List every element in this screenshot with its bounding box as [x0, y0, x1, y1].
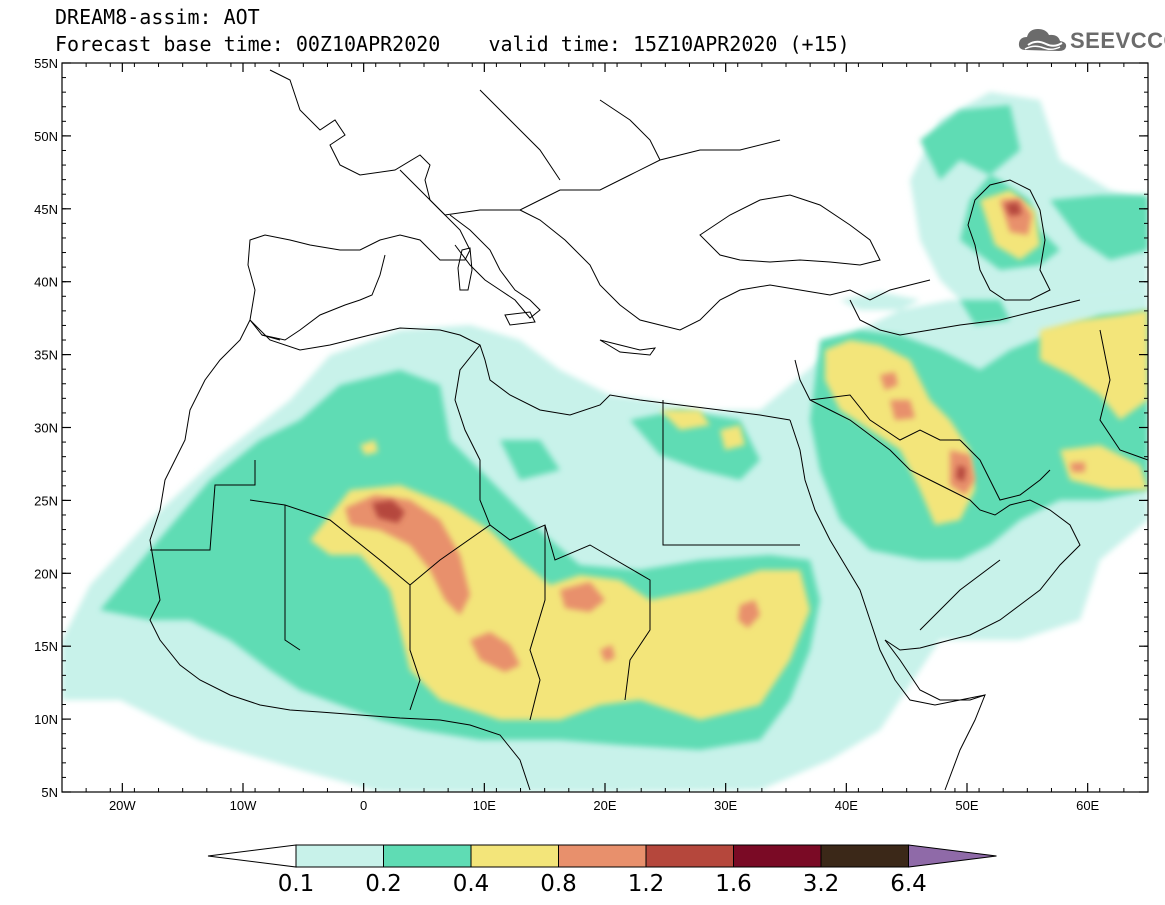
lat-tick-label: 50N — [34, 129, 58, 144]
colorbar-label: 0.8 — [540, 871, 577, 897]
lon-tick-label: 60E — [1076, 798, 1099, 813]
lat-tick-label: 25N — [34, 493, 58, 508]
colorbar-label: 0.2 — [365, 871, 402, 897]
forecast-time-line: Forecast base time: 00Z10APR2020 valid t… — [55, 32, 850, 56]
lat-tick-label: 35N — [34, 348, 58, 363]
lon-tick-label: 20E — [593, 798, 616, 813]
colorbar-label: 1.2 — [628, 871, 665, 897]
colorbar-upper-extend — [908, 844, 997, 868]
lon-tick-label: 50E — [955, 798, 978, 813]
lon-tick-label: 10W — [230, 798, 257, 813]
colorbar-segment — [558, 844, 647, 868]
colorbar-segment — [383, 844, 472, 868]
lat-tick-label: 5N — [41, 785, 58, 800]
lat-tick-label: 20N — [34, 566, 58, 581]
lon-tick-label: 30E — [714, 798, 737, 813]
lon-tick-label: 0 — [360, 798, 367, 813]
lat-tick-label: 10N — [34, 712, 58, 727]
colorbar-label: 1.6 — [715, 871, 752, 897]
aot-field — [62, 92, 1148, 792]
colorbar: 0.1 0.2 0.4 0.8 1.2 1.6 3.2 6.4 — [207, 844, 997, 897]
seevccc-logo: SEEVCCC — [1016, 22, 1165, 58]
colorbar-segment — [470, 844, 559, 868]
lat-tick-label: 30N — [34, 421, 58, 436]
colorbar-lower-extend — [207, 844, 297, 868]
axis-ticks: 20W 10W 0 10E 20E 30E 40E 50E 60E 55N 50N 45N 40N 35N… — [34, 56, 1149, 813]
colorbar-label: 0.1 — [278, 871, 315, 897]
colorbar-segment — [733, 844, 822, 868]
lat-tick-label: 40N — [34, 275, 58, 290]
lon-tick-label: 10E — [473, 798, 496, 813]
colorbar-label: 0.4 — [453, 871, 490, 897]
cloud-icon — [1018, 29, 1067, 51]
lon-tick-label: 20W — [109, 798, 136, 813]
coastlines — [149, 69, 1148, 791]
logo-text: SEEVCCC — [1070, 28, 1165, 53]
colorbar-label: 6.4 — [890, 871, 927, 897]
colorbar-segment — [820, 844, 909, 868]
colorbar-label: 3.2 — [803, 871, 840, 897]
lat-tick-label: 15N — [34, 639, 58, 654]
chart-title: DREAM8-assim: AOT — [55, 5, 260, 29]
lat-tick-label: 55N — [34, 56, 58, 71]
lon-tick-label: 40E — [835, 798, 858, 813]
lat-tick-label: 45N — [34, 202, 58, 217]
colorbar-segment — [295, 844, 384, 868]
colorbar-segment — [645, 844, 734, 868]
